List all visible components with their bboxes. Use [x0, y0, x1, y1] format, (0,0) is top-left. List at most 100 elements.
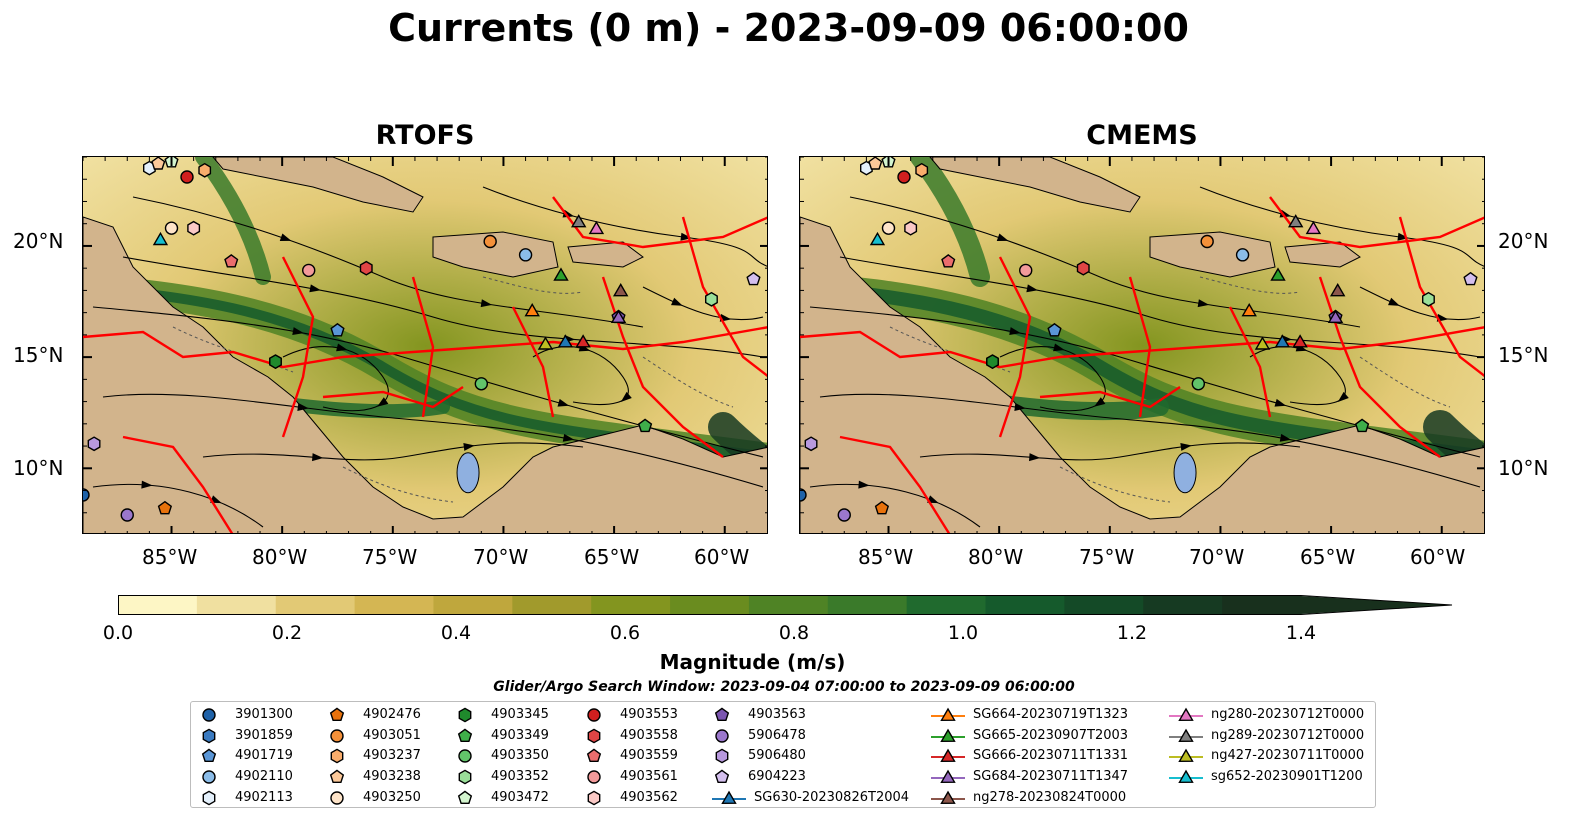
legend-marker-icon: [940, 748, 956, 763]
marker-4903561: [302, 263, 316, 278]
colorbar-tick: 1.4: [1285, 622, 1317, 644]
streamline: [809, 306, 1481, 458]
marker-4903350: [1191, 377, 1206, 391]
colorbar-extend-arrow: [1301, 596, 1452, 614]
land-mass: [929, 157, 1141, 213]
marker-4901719: [330, 322, 345, 337]
map-panel-cmems: [799, 156, 1485, 534]
colorbar-segment: [827, 596, 908, 614]
streamline: [482, 186, 767, 267]
legend-label: 6904223: [748, 769, 806, 785]
colorbar-segment: [1222, 596, 1302, 614]
legend-marker-icon: [721, 790, 737, 804]
marker-4903051: [1200, 234, 1214, 249]
streamline: [1359, 286, 1481, 321]
legend-label: 4903250: [363, 789, 421, 805]
legend-marker-icon: [329, 707, 345, 722]
marker-4902110: [1235, 248, 1250, 262]
legend-label: sg652-20230901T1200: [1211, 769, 1363, 785]
legend-label: SG630-20230826T2004: [754, 789, 910, 805]
legend-label: 4903561: [620, 769, 678, 785]
eez-boundary: [839, 435, 951, 533]
streamline-arrow: [1026, 284, 1038, 293]
marker-4903238: [151, 157, 166, 170]
legend-label: 4903352: [491, 769, 549, 785]
legend-label: SG665-20230907T2003: [973, 727, 1129, 743]
streamline-arrow: [1337, 391, 1349, 403]
legend-marker-icon: [1178, 728, 1194, 742]
legend-label: 4903238: [363, 769, 421, 785]
streamline-arrow: [1094, 397, 1106, 407]
land-mass: [212, 157, 424, 213]
eez-boundary: [552, 196, 767, 249]
legend-marker-icon: [714, 707, 730, 722]
marker-4903250: [164, 221, 179, 235]
marker-4902476: [157, 500, 173, 515]
legend-marker-icon: [714, 769, 730, 784]
colorbar-segment: [196, 596, 277, 614]
streamline-arrow: [1388, 297, 1400, 306]
colorbar-segment: [985, 596, 1065, 614]
marker-4903558: [1076, 260, 1090, 276]
marker-SG664-20230719T1323: [524, 302, 540, 317]
panel-title-cmems: CMEMS: [1086, 120, 1198, 151]
streamline-arrow: [671, 297, 683, 306]
streamline: [642, 286, 764, 321]
colorbar-segment: [1143, 596, 1223, 614]
x-tick-label: 85°W: [858, 545, 914, 569]
eez-boundary: [1269, 196, 1484, 249]
legend-label: 3901859: [235, 727, 293, 743]
colorbar-frame: [118, 595, 1453, 615]
marker-6904223: [746, 271, 761, 286]
marker-4903352: [705, 291, 718, 307]
streamline-arrow: [279, 233, 292, 242]
x-tick-label: 60°W: [1410, 545, 1466, 569]
marker-ng278-20230824T0000: [612, 282, 629, 297]
marker-4903559: [224, 254, 239, 268]
streamline-arrow: [996, 233, 1009, 242]
y-tick-label: 20°N: [1498, 229, 1549, 253]
figure-title: Currents (0 m) - 2023-09-09 06:00:00: [388, 6, 1189, 50]
marker-ng427-20230711T0000: [537, 336, 554, 350]
marker-5906478: [120, 508, 134, 522]
marker-SG666-20230711T1331: [575, 334, 591, 348]
streamline-arrow: [480, 299, 493, 308]
x-tick-label: 80°W: [252, 545, 308, 569]
streamline-arrow: [141, 480, 153, 489]
x-tick-label: 70°W: [473, 545, 529, 569]
legend-label: SG664-20230719T1323: [973, 707, 1129, 722]
eez-boundary: [1039, 386, 1181, 409]
marker-5906478: [837, 508, 851, 522]
legend-label: 4903345: [491, 707, 549, 722]
streamline-arrow: [1274, 398, 1287, 407]
streamline: [92, 306, 764, 458]
eez-boundary: [322, 386, 464, 409]
streamline-arrow: [1279, 433, 1292, 442]
legend-label: 4902113: [235, 789, 293, 805]
x-tick-label: 65°W: [1300, 545, 1356, 569]
streamline: [92, 483, 264, 528]
legend-label: SG684-20230711T1347: [973, 769, 1129, 785]
marker-4903561: [1019, 263, 1033, 278]
eez-boundary: [800, 326, 1484, 369]
streamline-arrow: [858, 480, 870, 489]
colorbar-segment: [118, 596, 198, 614]
streamline-arrow: [1197, 299, 1210, 308]
legend-marker-icon: [1178, 707, 1194, 722]
land-mass: [1149, 231, 1276, 278]
legend-label: 4903349: [491, 727, 549, 743]
legend-marker-icon: [1178, 769, 1194, 784]
marker-4903352: [1422, 291, 1435, 307]
colorbar-segment: [748, 596, 829, 614]
eez-boundary: [281, 256, 315, 438]
legend-label: ng280-20230712T0000: [1211, 707, 1365, 722]
streamline: [132, 196, 644, 328]
marker-ng278-20230824T0000: [1329, 282, 1346, 297]
legend-marker-icon: [202, 708, 216, 722]
legend-marker-icon: [457, 728, 473, 742]
legend-label: SG666-20230711T1331: [973, 748, 1129, 764]
marker-4903562: [187, 220, 201, 236]
marker-4903553: [180, 170, 194, 184]
x-tick-label: 60°W: [694, 545, 750, 569]
y-tick-label: 15°N: [1498, 343, 1549, 367]
